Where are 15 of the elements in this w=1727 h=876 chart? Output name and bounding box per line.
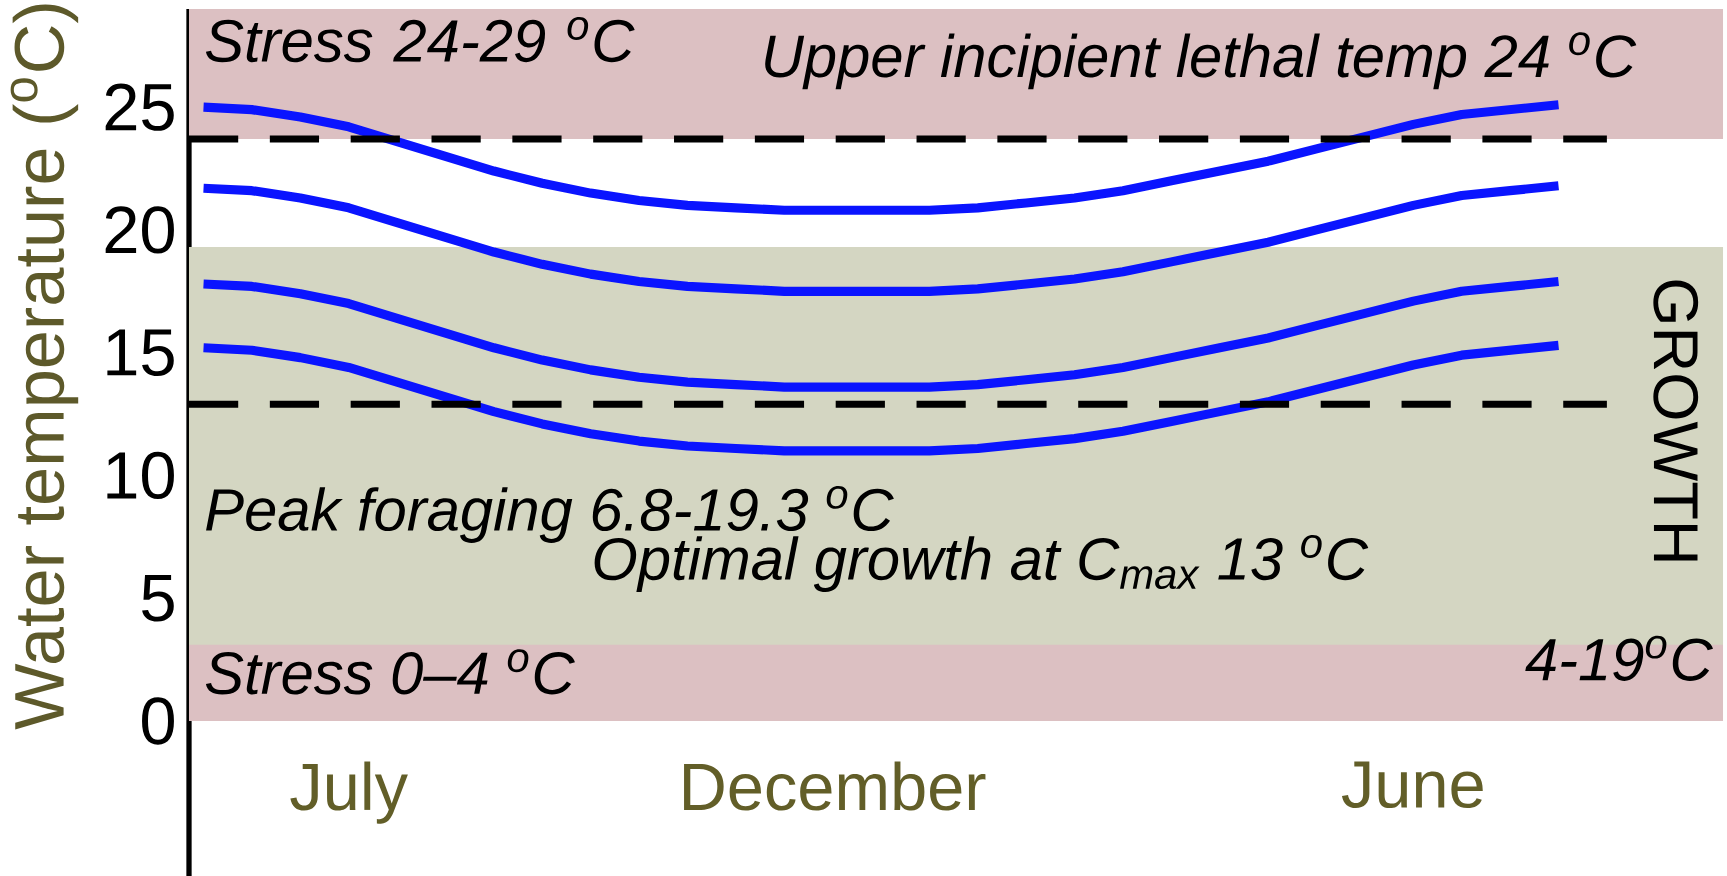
x-tick-label: June [1341,761,1483,809]
y-axis-title: Water temperature ($^{o}$C) [10,4,79,730]
band-label: Stress 0–4 $^{o}$C [205,649,575,695]
y-tick-label: 10 [107,451,174,500]
x-tick-label: July [290,761,408,824]
y-tick-label: 0 [142,697,174,745]
band-label: Stress 24-29 $^{o}$C [205,17,635,63]
band-label: GROWTH [1653,280,1699,561]
x-tick-label: December [684,761,986,811]
y-tick-label: 20 [105,206,174,254]
y-tick-label: 25 [105,83,174,131]
ref-line-label: Upper incipient lethal temp 24 $^{o}$C [765,32,1637,90]
y-tick-label: 5 [142,574,174,622]
y-tick-label: 15 [107,329,174,377]
annotation: 4-19$^{o}$C [1525,635,1713,681]
